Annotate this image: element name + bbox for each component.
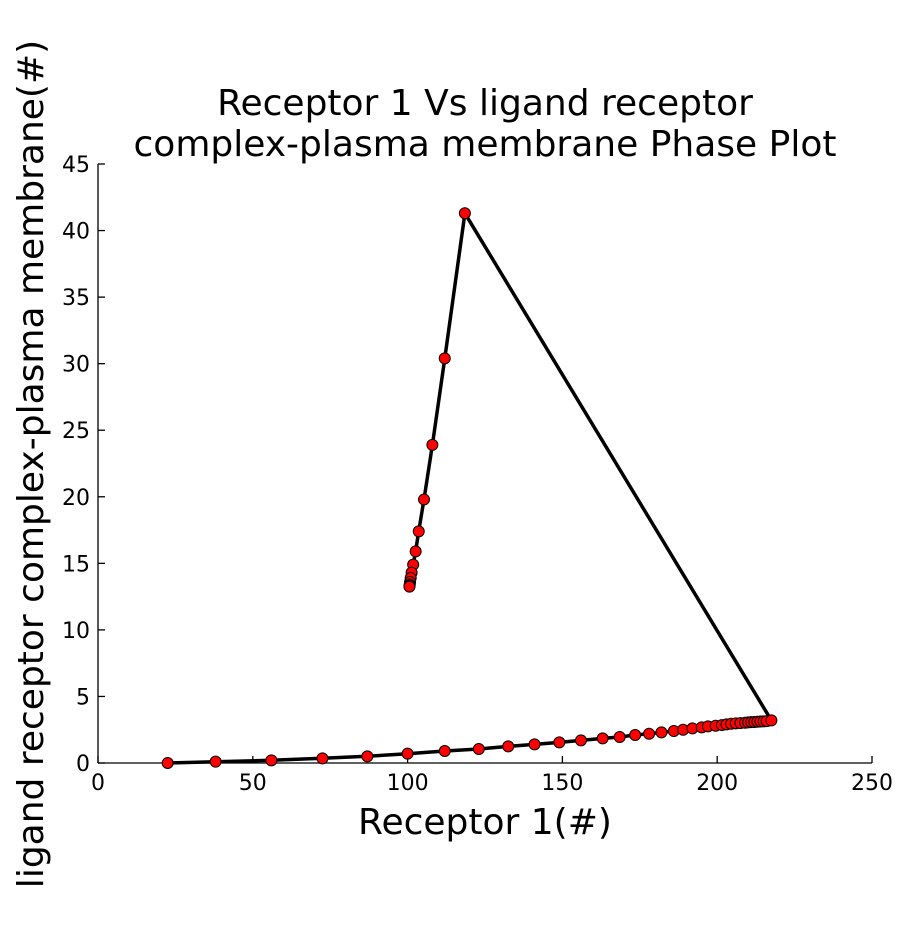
x-tick-label: 0 [91, 771, 105, 796]
chart-title-line-1: Receptor 1 Vs ligand receptor [217, 83, 753, 124]
data-point [765, 714, 778, 727]
y-tick-label: 5 [76, 685, 90, 710]
axes [97, 164, 872, 764]
data-point [613, 731, 626, 744]
data-point [643, 727, 656, 740]
series-line [167, 211, 774, 765]
y-tick-label: 35 [62, 286, 90, 311]
y-tick-label: 25 [62, 419, 90, 444]
x-tick-label: 100 [387, 771, 429, 796]
data-point [502, 740, 515, 753]
y-tick-label: 40 [62, 220, 90, 245]
data-point [265, 754, 278, 767]
data-point [409, 545, 422, 558]
x-tick-label: 200 [696, 771, 738, 796]
x-tick-label: 50 [239, 771, 267, 796]
data-point [316, 752, 329, 765]
data-point [472, 743, 485, 756]
data-point [403, 580, 416, 593]
x-tick-label: 150 [541, 771, 583, 796]
data-point [161, 757, 174, 769]
y-tick-label: 45 [62, 153, 90, 178]
data-point [438, 745, 451, 758]
data-point [361, 750, 374, 763]
y-axis-label: ligand receptor complex-plasma membrane(… [11, 40, 52, 888]
data-point [438, 352, 451, 365]
data-point [401, 747, 414, 760]
x-tick-label: 250 [851, 771, 893, 796]
y-tick-label: 20 [62, 486, 90, 511]
series-group [161, 207, 778, 769]
y-tick-label: 10 [62, 619, 90, 644]
data-point [426, 438, 439, 451]
data-point [596, 732, 609, 745]
data-point [412, 525, 425, 538]
data-point [209, 755, 222, 768]
data-point [418, 493, 431, 506]
y-tick-label: 30 [62, 353, 90, 378]
data-point [458, 207, 471, 220]
data-point [574, 734, 587, 747]
tick-group: 0 50 100 150 200 250 0 5 10 15 20 25 30 35 40 45 [62, 153, 893, 796]
y-tick-label: 0 [76, 752, 90, 777]
data-point [553, 736, 566, 749]
y-tick-label: 15 [62, 552, 90, 577]
data-point [528, 738, 541, 751]
x-axis-label: Receptor 1(#) [358, 802, 612, 843]
data-point [655, 726, 668, 739]
data-point [629, 729, 642, 742]
chart-title-line-2: complex-plasma membrane Phase Plot [134, 124, 837, 165]
